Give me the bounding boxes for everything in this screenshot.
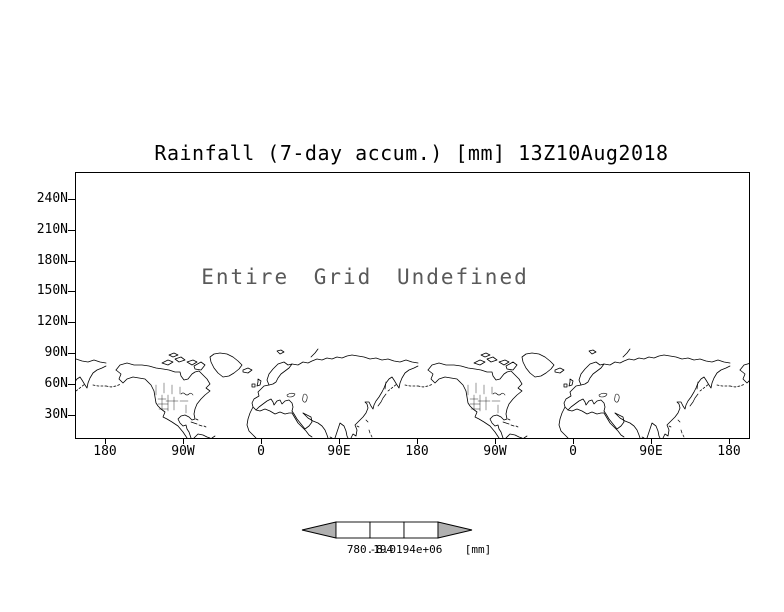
- y-axis-label: 120N: [36, 314, 68, 329]
- x-axis-label: 180: [405, 444, 429, 459]
- y-tick: [68, 261, 75, 262]
- colorbar-cell: [403, 521, 439, 539]
- y-axis-label: 210N: [36, 222, 68, 237]
- x-tick: [183, 438, 184, 444]
- colorbar: [301, 521, 473, 539]
- y-axis-label: 60N: [44, 376, 68, 391]
- x-tick: [651, 438, 652, 444]
- y-axis-label: 30N: [44, 407, 68, 422]
- x-axis-label: 180: [717, 444, 741, 459]
- colorbar-tick-label: -8.0194e+06: [369, 543, 443, 556]
- y-tick: [68, 199, 75, 200]
- y-axis-label: 180N: [36, 253, 68, 268]
- x-tick: [495, 438, 496, 444]
- x-axis-label: 90W: [483, 444, 507, 459]
- y-tick: [68, 322, 75, 323]
- y-tick: [68, 415, 75, 416]
- y-tick: [68, 291, 75, 292]
- plot-title: Rainfall (7-day accum.) [mm] 13Z10Aug201…: [154, 141, 669, 165]
- y-tick: [68, 384, 75, 385]
- x-axis-label: 90E: [639, 444, 663, 459]
- x-tick: [573, 438, 574, 444]
- colorbar-left-arrow-icon: [301, 521, 337, 539]
- y-axis-label: 240N: [36, 191, 68, 206]
- x-axis-label: 90W: [171, 444, 195, 459]
- colorbar-cell: [369, 521, 405, 539]
- x-tick: [105, 438, 106, 444]
- x-tick: [261, 438, 262, 444]
- x-axis-label: 90E: [327, 444, 351, 459]
- y-tick: [68, 353, 75, 354]
- x-tick: [417, 438, 418, 444]
- colorbar-unit-label: [mm]: [464, 543, 492, 556]
- x-tick: [339, 438, 340, 444]
- colorbar-right-arrow-icon: [437, 521, 473, 539]
- colorbar-cell: [335, 521, 371, 539]
- y-tick: [68, 230, 75, 231]
- x-axis-label: 180: [93, 444, 117, 459]
- undefined-grid-message: Entire Grid Undefined: [201, 265, 529, 289]
- x-tick: [729, 438, 730, 444]
- y-axis-label: 150N: [36, 283, 68, 298]
- colorbar-tick-label: 780.194: [346, 543, 394, 556]
- x-axis-label: 0: [257, 444, 265, 459]
- x-axis-label: 0: [569, 444, 577, 459]
- plot-area: [75, 172, 750, 439]
- world-coastline-map: [76, 348, 749, 438]
- y-axis-label: 90N: [44, 345, 68, 360]
